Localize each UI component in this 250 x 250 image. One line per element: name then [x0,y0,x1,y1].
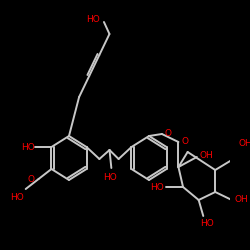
Text: OH: OH [199,150,213,160]
Text: O: O [182,138,188,146]
Text: HO: HO [200,220,214,228]
Text: OH: OH [234,196,248,204]
Text: O: O [28,174,35,184]
Text: O: O [165,130,172,138]
Text: HO: HO [150,182,164,192]
Text: HO: HO [86,16,100,24]
Text: HO: HO [10,192,24,202]
Text: HO: HO [103,174,117,182]
Text: HO: HO [21,142,34,152]
Text: OH: OH [239,140,250,148]
